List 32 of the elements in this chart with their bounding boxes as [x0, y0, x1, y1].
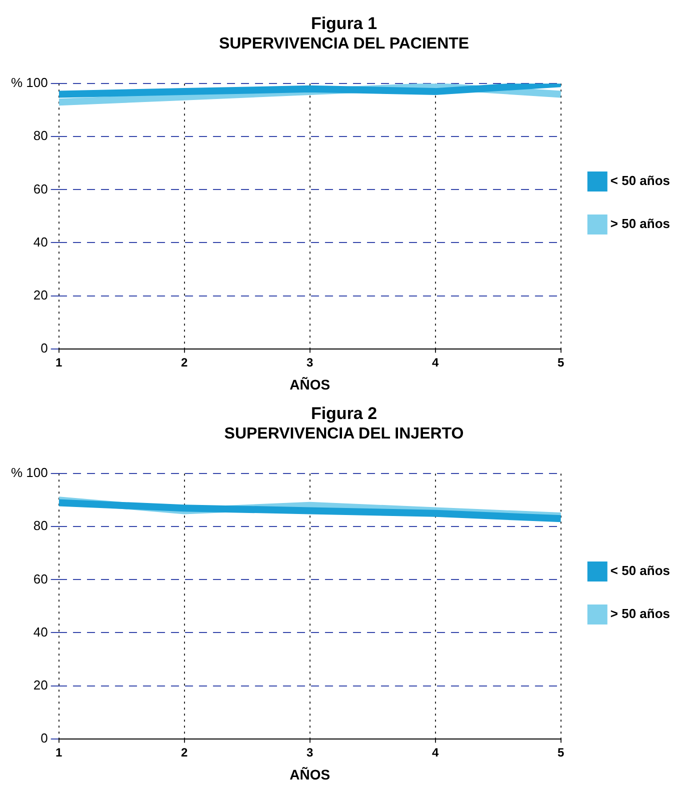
x-axis-title: AÑOS [290, 376, 330, 392]
x-tick-label: 1 [56, 745, 63, 760]
y-tick-label: % 100 [10, 465, 48, 480]
x-tick-label: 2 [181, 355, 188, 370]
y-tick-label: 80 [33, 128, 48, 144]
y-tick-label: 40 [33, 234, 48, 250]
x-tick-label: 3 [306, 355, 314, 370]
x-tick-label: 3 [306, 745, 314, 760]
x-tick-label: 5 [558, 745, 565, 760]
legend-label: > 50 años [610, 606, 670, 622]
x-tick-label: 1 [56, 355, 63, 370]
legend-label: < 50 años [610, 173, 670, 188]
y-tick-label: 80 [33, 518, 48, 534]
chart-subtitle: SUPERVIVENCIA DEL PACIENTE [218, 35, 470, 52]
y-tick-label: 0 [40, 730, 48, 746]
legend-label: > 50 años [610, 216, 670, 232]
x-tick-label: 4 [432, 355, 440, 370]
chart-title: Figura 1 [310, 14, 378, 33]
y-tick-label: 60 [33, 571, 48, 586]
chart-subtitle: SUPERVIVENCIA DEL INJERTO [224, 425, 464, 442]
y-tick-label: 20 [33, 677, 48, 692]
y-tick-label: 40 [33, 624, 48, 640]
y-tick-label: 20 [33, 287, 48, 302]
y-tick-label: % 100 [10, 75, 48, 90]
y-tick-label: 0 [40, 340, 48, 356]
chart-title: Figura 2 [310, 404, 378, 423]
legend-label: < 50 años [610, 563, 670, 578]
x-tick-label: 4 [432, 745, 440, 760]
x-tick-label: 5 [558, 355, 565, 370]
x-axis-title: AÑOS [290, 766, 330, 782]
x-tick-label: 2 [181, 745, 188, 760]
y-tick-label: 60 [33, 181, 48, 196]
